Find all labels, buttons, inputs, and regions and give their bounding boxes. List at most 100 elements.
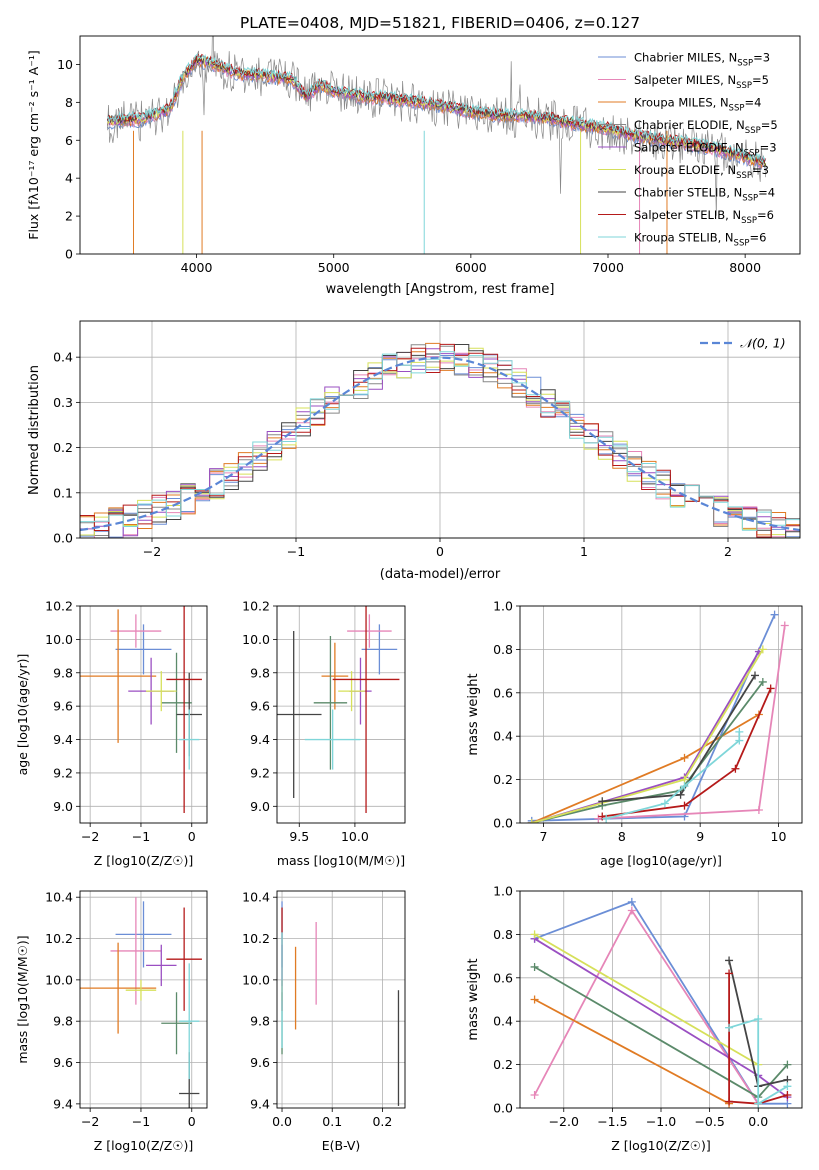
x-tick-label: −0.5 <box>694 1114 724 1129</box>
plot-area <box>277 606 400 813</box>
x-tick-label: 10.0 <box>341 829 369 844</box>
y-tick-label: 10.2 <box>45 599 73 614</box>
y-tick-label: 0.3 <box>53 395 73 410</box>
x-tick-label: 8 <box>618 829 626 844</box>
y-axis-label: mass [log10(M/M☉)] <box>15 935 30 1063</box>
y-axis-label: Normed distribution <box>27 365 42 495</box>
y-tick-label: 9.4 <box>250 732 270 747</box>
plot-area <box>80 897 202 1108</box>
y-tick-label: 0.6 <box>493 970 513 985</box>
y-tick-label: 0.2 <box>53 440 73 455</box>
legend-label: Chabrier ELODIE, NSSP=5 <box>634 118 778 136</box>
spectrum-line <box>107 36 767 216</box>
series-marker <box>783 1082 792 1091</box>
axes-frame <box>519 890 803 1109</box>
legend-text: =4 <box>758 186 775 200</box>
x-tick-label: 9 <box>696 829 704 844</box>
legend-label: Chabrier MILES, NSSP=3 <box>634 51 770 69</box>
legend-text: Chabrier MILES, N <box>634 51 737 65</box>
series-marker <box>627 897 636 906</box>
y-tick-label: 9.0 <box>53 799 73 814</box>
legend-label: Salpeter ELODIE, NSSP=3 <box>634 141 777 159</box>
y-tick-label: 10.0 <box>45 972 73 987</box>
legend-label: Kroupa MILES, NSSP=4 <box>634 96 761 114</box>
y-tick-label: 0.2 <box>493 1057 513 1072</box>
y-tick-label: 0.6 <box>493 685 513 700</box>
legend-text: =6 <box>749 231 766 245</box>
x-tick-label: 2 <box>724 544 732 559</box>
y-tick-label: 9.8 <box>250 665 270 680</box>
x-axis-label: Z [log10(Z/Z☉)] <box>94 1138 194 1153</box>
legend-subscript: SSP <box>736 171 752 181</box>
series-marker <box>725 969 734 978</box>
y-tick-label: 10.0 <box>242 972 270 987</box>
y-tick-label: 9.6 <box>53 1055 73 1070</box>
legend-text: =3 <box>753 51 770 65</box>
plot-area <box>80 606 202 813</box>
series-marker <box>660 799 669 808</box>
legend-text: Chabrier STELIB, N <box>634 186 742 200</box>
series-marker <box>780 621 789 630</box>
spectrum-title: PLATE=0408, MJD=51821, FIBERID=0406, z=0… <box>240 14 640 32</box>
y-tick-label: 9.8 <box>53 665 73 680</box>
legend-label: Kroupa ELODIE, NSSP=3 <box>634 163 769 181</box>
legend-subscript: SSP <box>734 239 750 249</box>
y-tick-label: 0.0 <box>53 531 73 546</box>
x-axis-label: age [log10(age/yr)] <box>600 853 722 868</box>
legend-text: =4 <box>744 96 761 110</box>
x-tick-label: −1.5 <box>597 1114 627 1129</box>
axes-frame <box>79 605 208 824</box>
legend-text: Kroupa MILES, N <box>634 96 729 110</box>
plot-area <box>527 610 789 823</box>
x-tick-label: −2 <box>143 544 161 559</box>
series-line <box>728 973 788 1105</box>
legend-label: Salpeter MILES, NSSP=5 <box>634 73 769 91</box>
legend-subscript: SSP <box>736 81 752 91</box>
y-tick-label: 0.8 <box>493 927 513 942</box>
series-marker <box>751 671 759 680</box>
x-axis-label: Z [log10(Z/Z☉)] <box>611 1138 711 1153</box>
x-axis-label: E(B-V) <box>322 1138 361 1153</box>
x-tick-label: 7 <box>540 829 548 844</box>
legend-text: =3 <box>760 141 777 155</box>
series-marker <box>602 814 611 823</box>
y-tick-label: 0.0 <box>493 1101 513 1116</box>
legend-text: =5 <box>752 73 769 87</box>
plot-area <box>530 897 792 1108</box>
y-tick-label: 8 <box>65 95 73 110</box>
y-tick-label: 0.2 <box>493 772 513 787</box>
legend-text: Kroupa STELIB, N <box>634 231 734 245</box>
x-tick-label: −2 <box>81 829 99 844</box>
x-tick-label: 1 <box>580 544 588 559</box>
series-marker <box>530 1090 539 1099</box>
legend-text: Salpeter STELIB, N <box>634 208 741 222</box>
legend-text: Kroupa ELODIE, N <box>634 163 736 177</box>
y-tick-label: 1.0 <box>493 599 513 614</box>
x-tick-label: 7000 <box>592 260 624 275</box>
legend-subscript: SSP <box>744 149 760 159</box>
y-tick-label: 10.0 <box>242 632 270 647</box>
axes-frame <box>519 605 803 824</box>
legend-subscript: SSP <box>745 126 761 136</box>
x-tick-label: 8000 <box>729 260 761 275</box>
legend-text: =3 <box>752 163 769 177</box>
series-marker <box>770 610 779 619</box>
y-tick-label: 0 <box>65 247 73 262</box>
series-marker <box>725 956 734 965</box>
y-tick-label: 10.4 <box>242 890 270 905</box>
series-line <box>534 900 788 1105</box>
legend-text: =6 <box>757 208 774 222</box>
legend-text: Salpeter MILES, N <box>634 73 736 87</box>
normal-curve <box>80 356 800 532</box>
series-marker <box>754 1099 763 1108</box>
y-tick-label: 0.4 <box>53 350 73 365</box>
series-marker <box>627 906 636 915</box>
y-tick-label: 9.6 <box>53 699 73 714</box>
x-tick-label: 6000 <box>455 260 487 275</box>
spectrum-line <box>106 53 767 164</box>
spectrum-line <box>107 57 767 166</box>
x-tick-label: 10 <box>771 829 787 844</box>
legend-text: Chabrier ELODIE, N <box>634 118 745 132</box>
series-marker <box>530 930 539 939</box>
legend-label: Chabrier STELIB, NSSP=4 <box>634 186 775 204</box>
